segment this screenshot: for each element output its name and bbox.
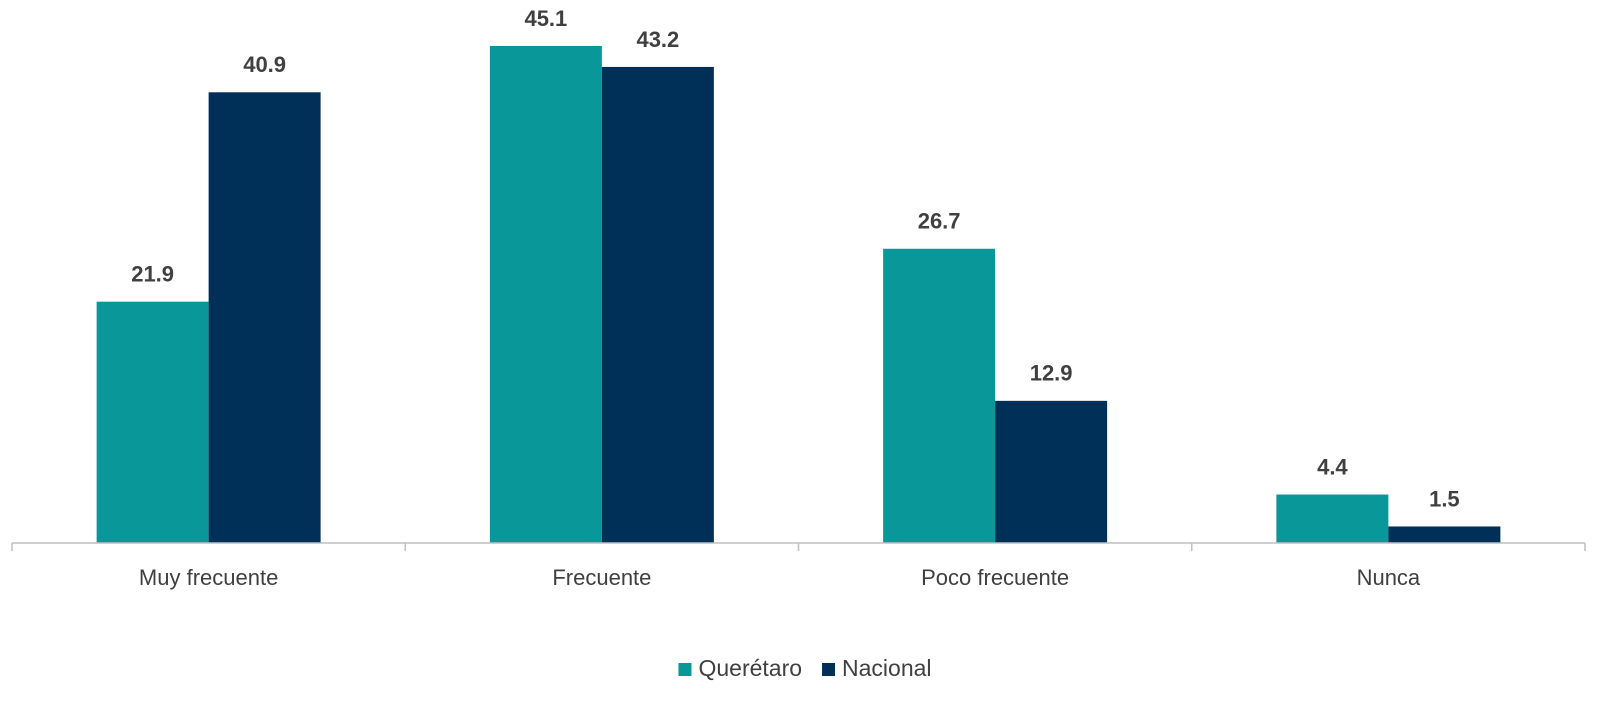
legend-label: Querétaro — [698, 655, 802, 681]
data-label: 26.7 — [918, 209, 961, 234]
data-label: 4.4 — [1317, 454, 1348, 479]
x-tick-label: Frecuente — [552, 565, 651, 590]
bar — [96, 301, 209, 543]
bar — [1388, 526, 1501, 543]
bar — [883, 248, 996, 543]
data-label: 12.9 — [1030, 361, 1073, 386]
bar — [489, 46, 602, 543]
data-label: 43.2 — [636, 27, 679, 52]
x-tick-label: Muy frecuente — [139, 565, 278, 590]
bar — [601, 66, 714, 543]
x-tick-label: Poco frecuente — [921, 565, 1069, 590]
legend-swatch — [678, 663, 692, 676]
x-tick-label: Nunca — [1357, 565, 1421, 590]
legend-label: Nacional — [842, 655, 932, 681]
data-label: 40.9 — [243, 52, 286, 77]
legend-swatch — [822, 663, 836, 676]
data-label: 1.5 — [1429, 486, 1460, 511]
bar — [1276, 494, 1389, 543]
bar — [208, 92, 321, 543]
bar — [995, 400, 1108, 543]
data-label: 21.9 — [131, 261, 174, 286]
data-label: 45.1 — [524, 6, 567, 31]
